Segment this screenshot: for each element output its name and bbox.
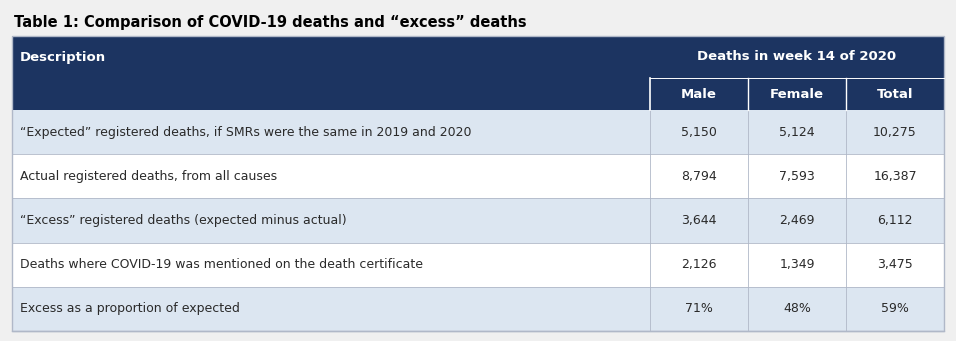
Bar <box>12 198 944 242</box>
Text: 48%: 48% <box>783 302 811 315</box>
Text: Excess as a proportion of expected: Excess as a proportion of expected <box>20 302 240 315</box>
Bar <box>12 78 944 110</box>
Text: 71%: 71% <box>685 302 713 315</box>
Text: 1,349: 1,349 <box>779 258 815 271</box>
Text: Deaths where COVID-19 was mentioned on the death certificate: Deaths where COVID-19 was mentioned on t… <box>20 258 423 271</box>
Text: 7,593: 7,593 <box>779 170 815 183</box>
Text: Table 1: Comparison of COVID-19 deaths and “excess” deaths: Table 1: Comparison of COVID-19 deaths a… <box>14 15 527 30</box>
Text: 10,275: 10,275 <box>873 125 917 138</box>
Bar <box>12 36 944 78</box>
Text: 8,794: 8,794 <box>681 170 717 183</box>
Bar <box>12 110 944 154</box>
Bar <box>12 242 944 287</box>
Bar <box>12 36 944 331</box>
Text: Description: Description <box>20 50 106 63</box>
Text: “Expected” registered deaths, if SMRs were the same in 2019 and 2020: “Expected” registered deaths, if SMRs we… <box>20 125 471 138</box>
Text: 2,126: 2,126 <box>682 258 717 271</box>
Text: Male: Male <box>681 88 717 101</box>
Text: 3,644: 3,644 <box>682 214 717 227</box>
Text: Total: Total <box>877 88 913 101</box>
Text: 6,112: 6,112 <box>878 214 913 227</box>
Bar <box>12 287 944 331</box>
Text: 5,124: 5,124 <box>779 125 815 138</box>
Text: 3,475: 3,475 <box>877 258 913 271</box>
Text: 5,150: 5,150 <box>681 125 717 138</box>
Text: Female: Female <box>770 88 824 101</box>
Text: 16,387: 16,387 <box>873 170 917 183</box>
Text: Actual registered deaths, from all causes: Actual registered deaths, from all cause… <box>20 170 277 183</box>
Bar <box>12 154 944 198</box>
Text: Deaths in week 14 of 2020: Deaths in week 14 of 2020 <box>698 50 897 63</box>
Text: 2,469: 2,469 <box>779 214 815 227</box>
Text: “Excess” registered deaths (expected minus actual): “Excess” registered deaths (expected min… <box>20 214 347 227</box>
Text: 59%: 59% <box>881 302 909 315</box>
